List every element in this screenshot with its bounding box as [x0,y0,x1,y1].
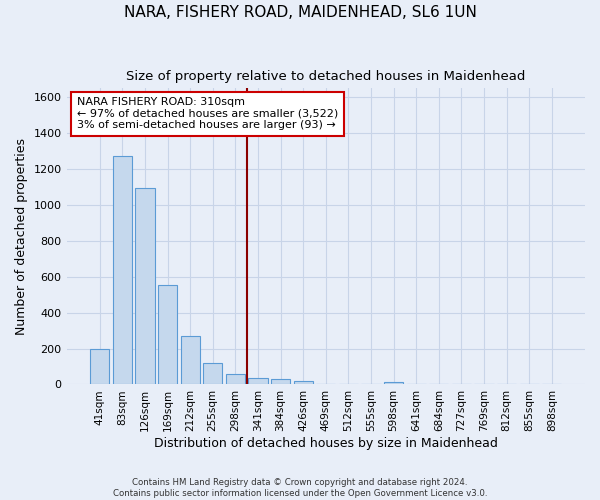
X-axis label: Distribution of detached houses by size in Maidenhead: Distribution of detached houses by size … [154,437,498,450]
Bar [203,364,223,384]
Bar [181,336,200,384]
Text: NARA, FISHERY ROAD, MAIDENHEAD, SL6 1UN: NARA, FISHERY ROAD, MAIDENHEAD, SL6 1UN [124,5,476,20]
Bar [136,188,155,384]
Bar [226,374,245,384]
Bar [158,285,177,384]
Title: Size of property relative to detached houses in Maidenhead: Size of property relative to detached ho… [126,70,526,83]
Text: Contains HM Land Registry data © Crown copyright and database right 2024.
Contai: Contains HM Land Registry data © Crown c… [113,478,487,498]
Y-axis label: Number of detached properties: Number of detached properties [15,138,28,335]
Bar [384,382,403,384]
Text: NARA FISHERY ROAD: 310sqm
← 97% of detached houses are smaller (3,522)
3% of sem: NARA FISHERY ROAD: 310sqm ← 97% of detac… [77,97,338,130]
Bar [113,156,132,384]
Bar [271,380,290,384]
Bar [248,378,268,384]
Bar [293,382,313,384]
Bar [90,349,109,384]
